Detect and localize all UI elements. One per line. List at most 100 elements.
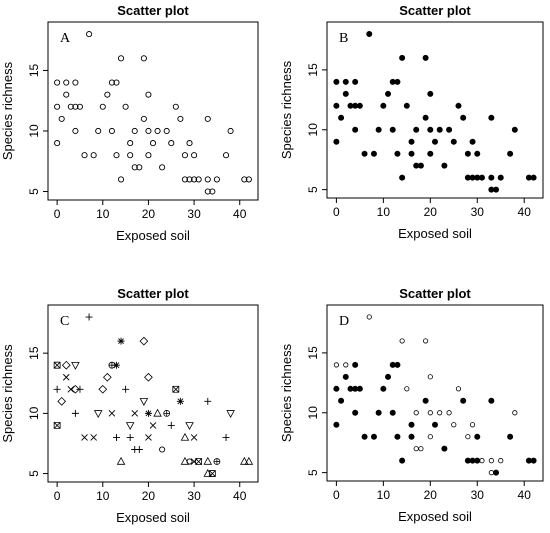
data-point xyxy=(191,152,198,159)
data-point xyxy=(204,176,211,183)
x-tick-label: 30 xyxy=(471,205,485,219)
data-point xyxy=(507,433,514,440)
y-axis-label: Species richness xyxy=(279,60,294,159)
data-point xyxy=(122,385,130,393)
data-point xyxy=(98,384,108,394)
data-point xyxy=(441,445,448,452)
data-point xyxy=(408,433,415,440)
data-point xyxy=(497,174,504,181)
data-point xyxy=(370,433,377,440)
data-point xyxy=(422,397,429,404)
x-tick-label: 20 xyxy=(142,489,156,503)
data-point xyxy=(195,176,202,183)
data-point xyxy=(356,102,363,109)
data-point xyxy=(86,31,93,38)
data-point xyxy=(95,127,102,135)
data-point xyxy=(180,432,190,441)
data-point xyxy=(413,410,419,416)
x-tick-label: 30 xyxy=(187,489,201,503)
data-point xyxy=(450,138,457,145)
data-point xyxy=(394,361,401,368)
data-point xyxy=(144,409,152,417)
data-point xyxy=(403,102,410,109)
x-tick-label: 0 xyxy=(333,488,340,502)
data-point xyxy=(61,360,71,370)
y-tick-label: 10 xyxy=(306,406,320,420)
data-point xyxy=(149,140,157,147)
data-point xyxy=(67,103,74,110)
panel-letter: D xyxy=(339,314,349,329)
data-point xyxy=(159,164,166,171)
data-point xyxy=(427,126,434,133)
data-point xyxy=(333,421,340,428)
data-point xyxy=(90,434,97,441)
data-point xyxy=(493,469,500,476)
data-point xyxy=(72,79,79,86)
data-point xyxy=(145,434,152,441)
data-point xyxy=(422,54,429,61)
data-point xyxy=(71,409,79,417)
data-point xyxy=(352,409,359,416)
data-point xyxy=(385,373,392,380)
data-point xyxy=(227,127,234,135)
data-point xyxy=(186,140,193,147)
data-point xyxy=(399,54,406,61)
data-point xyxy=(427,410,433,416)
data-point xyxy=(464,150,471,157)
y-tick-label: 15 xyxy=(27,63,41,77)
x-axis-label: Exposed soil xyxy=(116,228,190,243)
x-tick-label: 0 xyxy=(54,489,61,503)
data-point xyxy=(108,127,115,135)
data-point xyxy=(181,152,189,159)
data-point xyxy=(149,422,157,429)
x-tick-label: 20 xyxy=(424,205,438,219)
data-point xyxy=(488,470,494,476)
data-point xyxy=(99,103,106,110)
data-point xyxy=(53,385,61,393)
data-point xyxy=(408,138,415,145)
data-point xyxy=(112,433,120,441)
data-point xyxy=(375,126,382,133)
data-point xyxy=(54,103,61,110)
data-point xyxy=(72,127,79,135)
data-point xyxy=(474,433,481,440)
data-point xyxy=(333,385,340,392)
data-point xyxy=(153,408,162,417)
data-point xyxy=(380,385,387,392)
y-tick-label: 5 xyxy=(27,188,41,195)
y-tick-label: 15 xyxy=(306,63,320,77)
data-point xyxy=(203,456,213,465)
data-point xyxy=(177,115,184,122)
data-point xyxy=(338,397,345,404)
chart-title: Scatter plot xyxy=(117,3,189,18)
data-point xyxy=(58,115,65,122)
data-point xyxy=(53,422,61,429)
data-point xyxy=(352,78,359,85)
data-point xyxy=(145,127,152,135)
data-point xyxy=(145,152,152,159)
data-point xyxy=(176,397,184,405)
data-point xyxy=(102,372,112,382)
y-axis-label: Species richness xyxy=(279,343,294,442)
data-point xyxy=(507,150,514,157)
data-point xyxy=(126,433,134,441)
data-point xyxy=(108,79,115,86)
data-point xyxy=(460,397,467,404)
data-point xyxy=(154,127,161,135)
data-point xyxy=(408,421,415,428)
data-point xyxy=(172,385,180,393)
data-point xyxy=(488,174,495,181)
data-point xyxy=(417,162,424,169)
y-tick-label: 10 xyxy=(27,406,41,420)
y-tick-label: 5 xyxy=(306,186,320,193)
data-point xyxy=(343,362,349,368)
data-point xyxy=(389,409,396,416)
x-axis-label: Exposed soil xyxy=(398,509,472,524)
x-tick-label: 10 xyxy=(377,205,391,219)
data-point xyxy=(498,458,504,464)
data-point xyxy=(427,90,434,97)
data-point xyxy=(427,434,433,440)
data-point xyxy=(361,150,368,157)
data-point xyxy=(333,362,339,368)
data-point xyxy=(144,372,153,382)
